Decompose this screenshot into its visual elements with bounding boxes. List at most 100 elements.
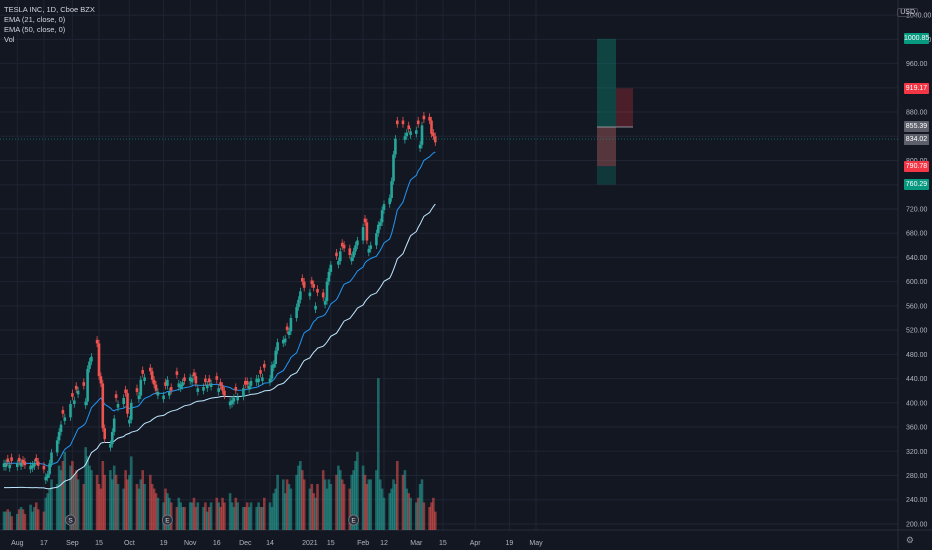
volume-bar xyxy=(88,465,91,530)
volume-bar xyxy=(192,497,196,530)
volume-bar xyxy=(135,484,139,530)
volume-bar xyxy=(194,507,198,530)
volume-bar xyxy=(367,479,371,530)
symbol-title[interactable]: TESLA INC, 1D, Cboe BZX xyxy=(4,5,95,14)
candle-body xyxy=(316,288,319,293)
candle-body xyxy=(46,474,49,478)
volume-bar xyxy=(297,465,300,530)
candle-body xyxy=(190,378,194,383)
candle-body xyxy=(221,385,224,391)
candle-body xyxy=(95,339,99,344)
candle-body xyxy=(33,462,36,467)
candle-body xyxy=(124,389,127,394)
candle-body xyxy=(76,390,80,395)
candle-body xyxy=(405,132,409,137)
volume-bar xyxy=(403,470,407,530)
volume-bar xyxy=(31,511,34,530)
x-tick-label: 2021 xyxy=(302,540,318,547)
volume-bar xyxy=(141,470,144,530)
volume-bar xyxy=(287,484,291,530)
volume-bar xyxy=(369,479,372,530)
volume-bar xyxy=(245,502,249,530)
candle-body xyxy=(287,331,291,335)
x-tick-label: 14 xyxy=(266,540,274,547)
ema21-legend[interactable]: EMA (21, close, 0) xyxy=(4,15,66,24)
candle-body xyxy=(247,385,251,390)
candle-body xyxy=(430,120,433,134)
candle-body xyxy=(6,458,10,463)
candle-body xyxy=(112,418,116,432)
candle-body xyxy=(356,240,359,246)
volume-bar xyxy=(420,479,424,530)
volume-bar xyxy=(103,474,106,530)
candle-body xyxy=(154,384,158,391)
candle-body xyxy=(48,463,51,475)
volume-legend[interactable]: Vol xyxy=(4,35,15,44)
volume-bar xyxy=(285,479,289,530)
candle-body xyxy=(378,222,382,226)
candle-body xyxy=(10,457,13,461)
candle-body xyxy=(194,376,198,384)
volume-bar xyxy=(206,511,209,530)
candle-body xyxy=(232,397,236,402)
ema50-legend[interactable]: EMA (50, close, 0) xyxy=(4,25,66,34)
candle-body xyxy=(283,338,287,343)
x-tick-label: Mar xyxy=(410,540,423,547)
volume-bar xyxy=(156,497,160,530)
volume-bar xyxy=(63,451,67,530)
event-marker-label: S xyxy=(68,518,73,525)
volume-bar xyxy=(361,465,365,530)
candle-body xyxy=(367,248,371,253)
volume-bar xyxy=(259,507,262,530)
volume-bar xyxy=(348,488,352,530)
x-tick-label: 17 xyxy=(40,540,48,547)
volume-bar xyxy=(74,470,78,530)
ema21-line xyxy=(4,151,436,467)
volume-bar xyxy=(8,511,11,530)
candle-body xyxy=(130,402,133,420)
candle-body xyxy=(255,378,258,383)
volume-bar xyxy=(204,502,207,530)
volume-bar xyxy=(365,484,369,530)
candle-body xyxy=(88,361,91,369)
volume-bar xyxy=(270,507,274,530)
volume-bar xyxy=(50,479,53,530)
x-tick-label: Feb xyxy=(357,540,369,547)
volume-bar xyxy=(434,511,437,530)
currency-label[interactable]: USD xyxy=(897,8,918,17)
candle-body xyxy=(217,388,220,392)
y-tick-label: 600.00 xyxy=(906,279,928,286)
volume-bar xyxy=(327,479,331,530)
candle-body xyxy=(363,218,367,223)
candle-body xyxy=(188,377,192,381)
candle-body xyxy=(223,390,226,396)
volume-bar xyxy=(19,507,23,530)
volume-bar xyxy=(356,451,359,530)
candle-body xyxy=(369,245,372,249)
candle-body xyxy=(16,463,19,468)
candle-body xyxy=(361,227,365,241)
settings-gear-icon[interactable]: ⚙ xyxy=(905,535,914,545)
volume-bar xyxy=(181,507,184,530)
volume-bar xyxy=(61,461,65,530)
x-tick-label: 19 xyxy=(160,540,168,547)
candle-body xyxy=(44,476,48,481)
candle-body xyxy=(177,383,181,388)
volume-bar xyxy=(23,513,27,530)
volume-bar xyxy=(228,493,232,530)
candle-body xyxy=(215,376,219,380)
volume-bar xyxy=(272,493,276,530)
volume-bar xyxy=(130,456,133,530)
candle-body xyxy=(143,377,146,381)
volume-bar xyxy=(432,497,435,530)
candle-body xyxy=(342,244,346,249)
volume-bar xyxy=(150,484,154,530)
candle-body xyxy=(282,339,285,344)
volume-bar xyxy=(152,488,156,530)
candle-body xyxy=(50,452,53,464)
volume-bar xyxy=(394,484,397,530)
x-tick-label: 15 xyxy=(327,540,335,547)
candle-body xyxy=(149,367,152,372)
